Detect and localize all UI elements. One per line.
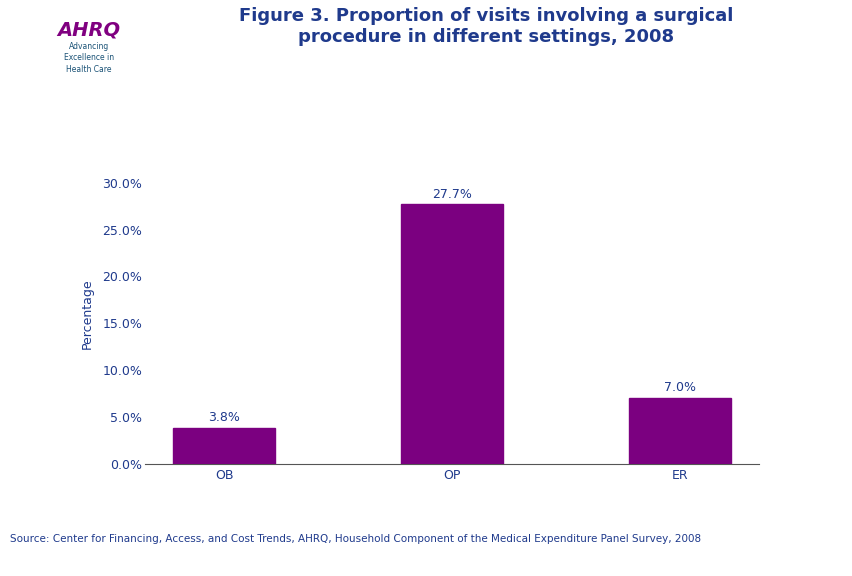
Text: Source: Center for Financing, Access, and Cost Trends, AHRQ, Household Component: Source: Center for Financing, Access, an… xyxy=(10,535,700,544)
Text: 3.8%: 3.8% xyxy=(208,411,240,425)
Bar xyxy=(400,204,503,464)
Y-axis label: Percentage: Percentage xyxy=(81,279,94,349)
Text: 27.7%: 27.7% xyxy=(432,188,471,200)
Text: Advancing
Excellence in
Health Care: Advancing Excellence in Health Care xyxy=(64,41,114,74)
Text: 7.0%: 7.0% xyxy=(663,381,695,395)
Bar xyxy=(173,428,275,464)
Text: AHRQ: AHRQ xyxy=(57,21,120,40)
Text: Figure 3. Proportion of visits involving a surgical
procedure in different setti: Figure 3. Proportion of visits involving… xyxy=(239,7,733,46)
Bar xyxy=(628,398,730,464)
